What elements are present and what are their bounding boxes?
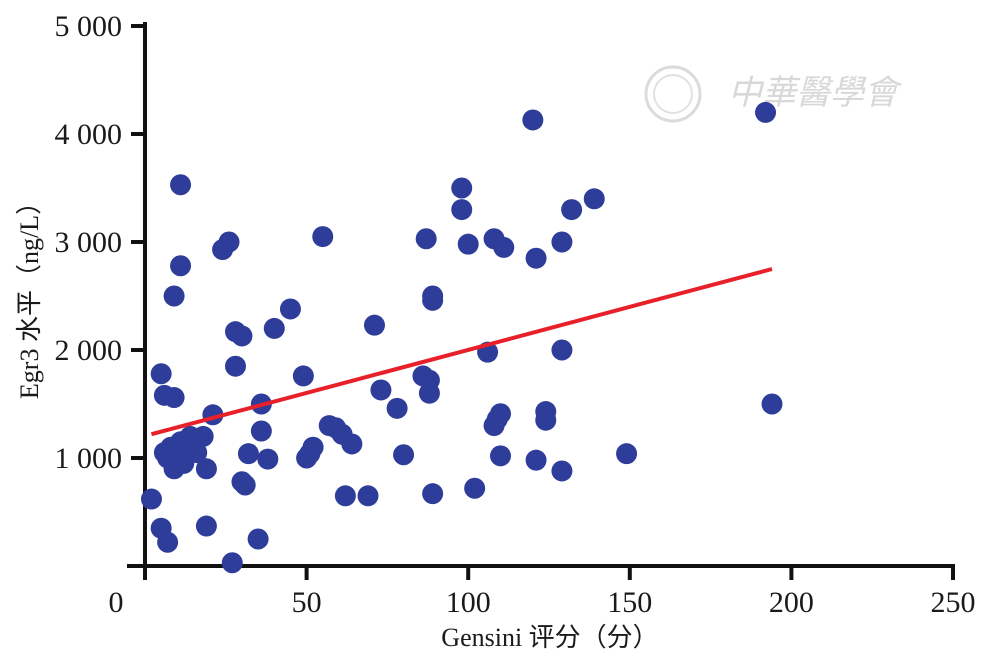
data-point (363, 314, 385, 336)
data-point (616, 443, 638, 465)
data-point (263, 317, 285, 339)
data-point (221, 552, 243, 574)
watermark-seal-icon (644, 65, 702, 123)
y-axis-title: Egr3 水平（ng/L） (15, 189, 44, 399)
data-point (422, 483, 444, 505)
data-point (312, 226, 334, 248)
data-point (422, 289, 444, 311)
data-point (490, 445, 512, 467)
data-point (490, 403, 512, 425)
data-point (163, 285, 185, 307)
watermark-script: 中華醫學會 (728, 73, 903, 113)
data-point (535, 409, 557, 431)
data-point (237, 443, 259, 465)
data-point (195, 515, 217, 537)
x-axis-title: Gensini 评分（分） (441, 623, 658, 652)
data-point (415, 228, 437, 250)
data-point (386, 397, 408, 419)
data-point (551, 231, 573, 253)
data-point (218, 231, 240, 253)
data-point (150, 363, 172, 385)
data-point (493, 236, 515, 258)
data-point (551, 339, 573, 361)
data-point (234, 474, 256, 496)
data-point (583, 188, 605, 210)
data-point (755, 101, 777, 123)
data-point (334, 485, 356, 507)
data-point (195, 458, 217, 480)
data-point (302, 436, 324, 458)
data-point (292, 365, 314, 387)
data-point (231, 325, 253, 347)
data-point (525, 449, 547, 471)
y-tick-label: 1 000 (55, 442, 123, 475)
data-point (341, 433, 363, 455)
data-point (170, 255, 192, 277)
data-point (192, 425, 214, 447)
data-point (525, 247, 547, 269)
x-tick-label: 0 (109, 586, 124, 619)
x-ticks: 0 50 100 150 200 250 (109, 566, 976, 619)
y-ticks: 1 000 2 000 3 000 4 000 5 000 (55, 10, 145, 475)
data-point (257, 448, 279, 470)
x-tick-label: 200 (769, 586, 814, 619)
data-point (370, 379, 392, 401)
x-tick-label: 150 (607, 586, 652, 619)
y-tick-label: 2 000 (55, 334, 123, 367)
x-tick-label: 100 (446, 586, 491, 619)
data-point (250, 420, 272, 442)
fit-line-layer (150, 267, 773, 437)
data-point (451, 199, 473, 221)
data-point (464, 477, 486, 499)
regression-line (150, 267, 773, 437)
data-point (522, 109, 544, 131)
data-point (357, 485, 379, 507)
data-point (551, 460, 573, 482)
data-point (140, 488, 162, 510)
data-point (457, 233, 479, 255)
data-point (163, 387, 185, 409)
x-tick-label: 250 (931, 586, 976, 619)
y-tick-label: 5 000 (55, 10, 123, 43)
y-tick-label: 4 000 (55, 118, 123, 151)
data-point (561, 199, 583, 221)
data-point (157, 531, 179, 553)
data-point (418, 369, 440, 391)
data-point (761, 393, 783, 415)
data-point (451, 177, 473, 199)
data-point (170, 174, 192, 196)
data-point (186, 442, 208, 464)
data-point (224, 355, 246, 377)
data-points (140, 101, 783, 574)
data-point (279, 298, 301, 320)
y-tick-label: 3 000 (55, 226, 123, 259)
x-tick-label: 50 (292, 586, 322, 619)
data-point (393, 444, 415, 466)
data-point (247, 528, 269, 550)
axes (127, 22, 955, 568)
